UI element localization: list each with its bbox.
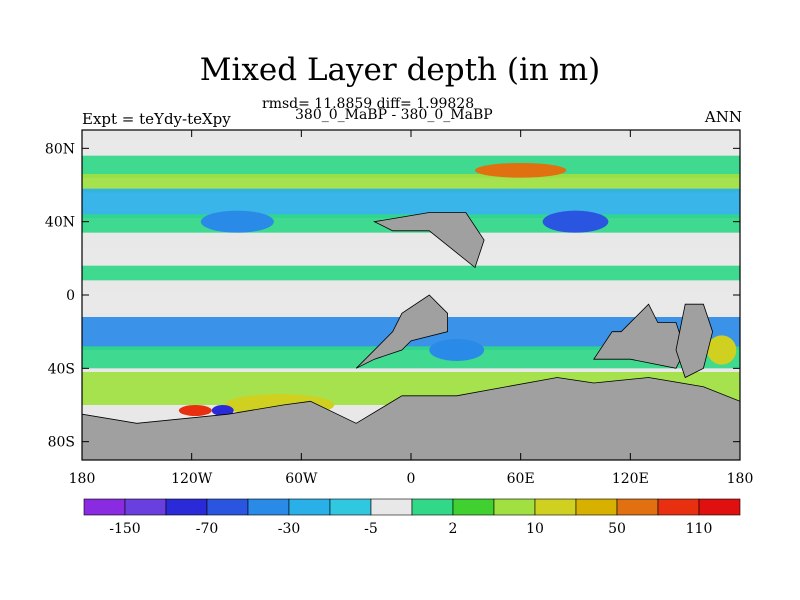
colorbar-label-5: 10 <box>526 521 544 537</box>
field-patch-1 <box>178 405 212 416</box>
colorbar-label-2: -30 <box>278 521 301 537</box>
colorbar-label-0: -150 <box>109 521 140 537</box>
field-band-9 <box>82 346 740 369</box>
colorbar-swatch-4 <box>247 498 290 516</box>
map-field <box>82 130 740 460</box>
land-mass-1 <box>593 303 686 369</box>
field-band-7 <box>82 291 740 314</box>
colorbar-label-6: 50 <box>608 521 626 537</box>
field-patch-6 <box>429 339 485 361</box>
field-band-1 <box>82 155 740 178</box>
land-mass-0 <box>355 294 449 369</box>
y-tick-label-1: 40N <box>45 215 75 231</box>
field-band-2 <box>82 174 740 193</box>
colorbar-label-4: 2 <box>449 521 458 537</box>
field-patch-7 <box>707 335 737 365</box>
experiment-label: Expt = teYdy-teXpy <box>82 110 231 128</box>
y-tick-label-0: 80N <box>45 141 75 157</box>
x-tick-label-4: 60E <box>507 471 535 487</box>
colorbar-swatch-7 <box>370 498 413 516</box>
colorbar-swatch-0 <box>83 498 126 516</box>
x-tick-label-2: 60W <box>285 471 318 487</box>
y-tick-label-4: 80S <box>48 435 75 451</box>
field-band-5 <box>82 247 740 270</box>
field-patch-3 <box>474 163 567 178</box>
y-tick-label-3: 40S <box>48 361 75 377</box>
colorbar-swatch-9 <box>452 498 495 516</box>
colorbar-label-3: -5 <box>364 521 378 537</box>
colorbar-swatch-13 <box>616 498 659 516</box>
field-band-0 <box>82 141 740 156</box>
colorbar-swatch-11 <box>534 498 577 516</box>
colorbar-swatch-6 <box>329 498 372 516</box>
colorbar-swatch-1 <box>124 498 167 516</box>
field-band-3 <box>82 188 740 218</box>
field-patch-5 <box>200 210 274 233</box>
stats-text: rmsd= 11.8859 diff= 1.99828 <box>262 96 475 112</box>
colorbar: -150 -70 -30 -5 2 10 50 110 <box>83 498 741 537</box>
colorbar-swatch-12 <box>575 498 618 516</box>
x-tick-label-5: 120E <box>612 471 649 487</box>
axes: 180 120W 60W 0 60E 120E 180 80N 40N 0 40S 80S <box>45 130 753 487</box>
colorbar-swatch-15 <box>698 498 741 516</box>
field-band-6 <box>82 265 740 281</box>
colorbar-swatch-3 <box>206 498 249 516</box>
colorbar-swatch-10 <box>493 498 536 516</box>
land-mass-3 <box>373 212 485 269</box>
colorbar-label-7: 110 <box>686 521 713 537</box>
land-mass-4 <box>82 377 740 460</box>
x-tick-label-6: 180 <box>727 471 754 487</box>
colorbar-swatch-2 <box>165 498 208 516</box>
x-tick-label-0: 180 <box>69 471 96 487</box>
field-patch-4 <box>542 210 609 233</box>
colorbar-swatch-8 <box>411 498 454 516</box>
colorbar-swatch-14 <box>657 498 700 516</box>
colorbar-label-1: -70 <box>196 521 219 537</box>
x-tick-label-1: 120W <box>171 471 213 487</box>
x-tick-label-3: 0 <box>407 471 416 487</box>
cases-text: 380_0_MaBP - 380_0_MaBP <box>295 107 493 123</box>
chart-title: Mixed Layer depth (in m) <box>199 52 601 88</box>
colorbar-swatch-5 <box>288 498 331 516</box>
y-tick-label-2: 0 <box>66 288 75 304</box>
season-label: ANN <box>704 108 742 126</box>
land-mass-2 <box>675 303 714 379</box>
field-patch-2 <box>211 405 234 416</box>
